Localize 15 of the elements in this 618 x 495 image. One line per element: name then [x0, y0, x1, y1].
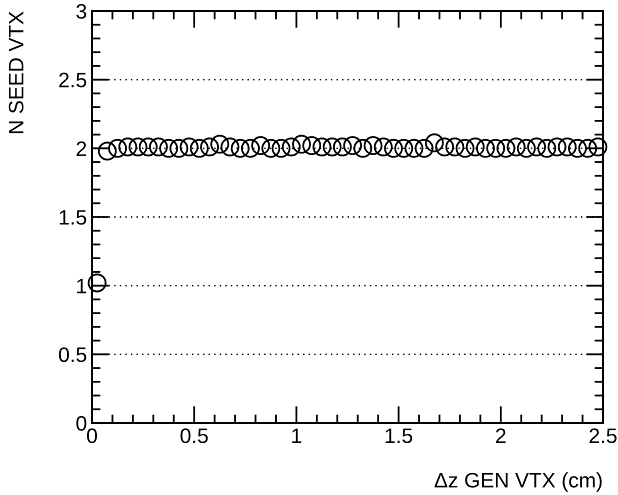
- y-tick-label: 0: [76, 416, 86, 431]
- y-axis-title: N SEED VTX: [8, 11, 24, 134]
- y-tick-label: 0.5: [58, 347, 86, 362]
- y-tick-label: 1: [77, 278, 86, 294]
- x-tick-label: 0: [87, 428, 97, 444]
- y-tick-label: 1.5: [60, 210, 86, 225]
- y-tick-label: 3: [76, 4, 86, 19]
- x-axis-title: Δz GEN VTX (cm): [434, 472, 602, 492]
- x-tick-label: 2: [496, 428, 506, 443]
- x-tick-label: 0.5: [180, 428, 208, 444]
- x-tick-label: 1: [292, 428, 302, 443]
- y-tick-label: 2: [76, 141, 86, 156]
- x-tick-label: 1.5: [386, 428, 412, 444]
- y-tick-label: 2.5: [59, 72, 86, 88]
- x-tick-label: 2.5: [590, 428, 617, 444]
